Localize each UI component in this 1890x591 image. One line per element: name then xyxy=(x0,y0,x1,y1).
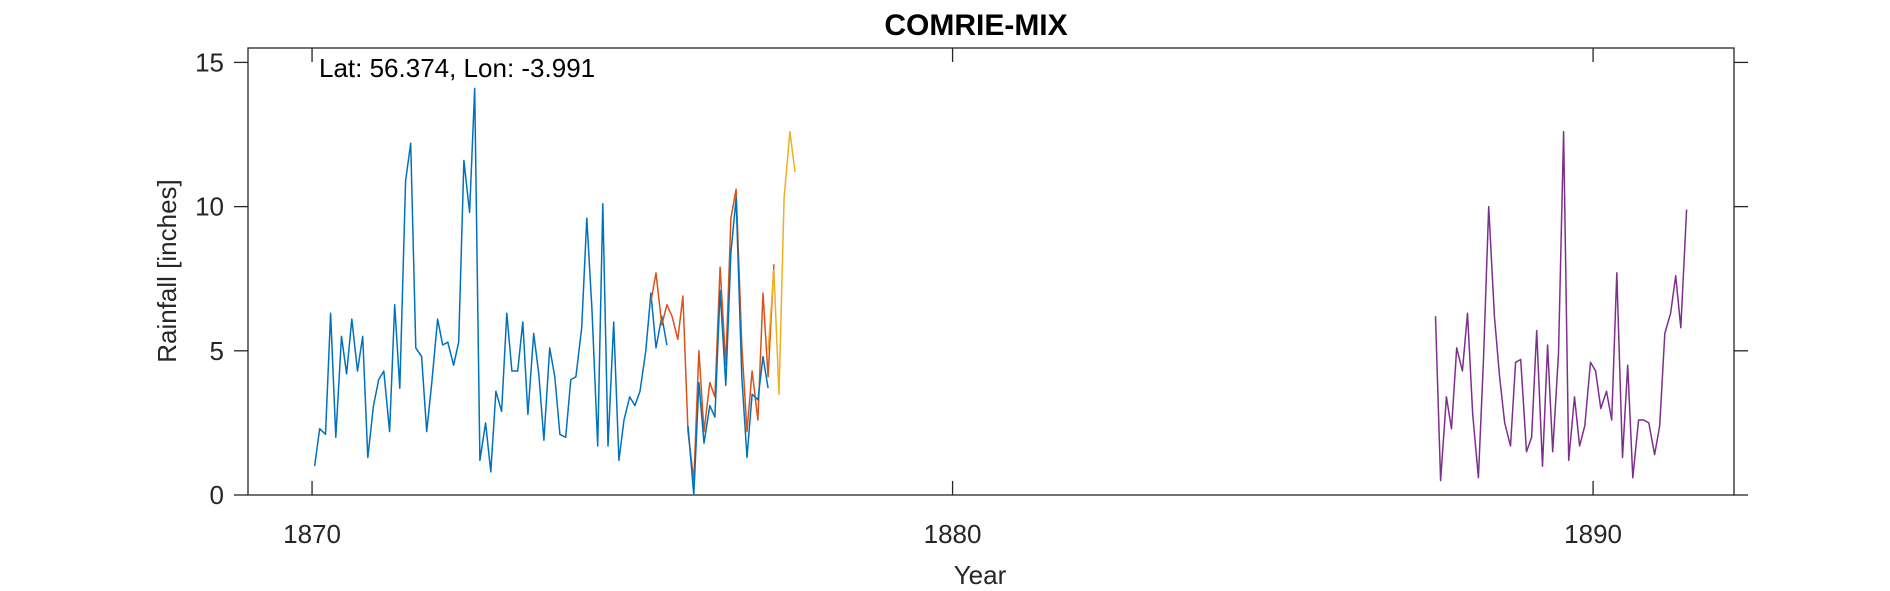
series-line-4 xyxy=(687,197,769,496)
x-axis-label: Year xyxy=(954,560,1007,590)
series-line-2 xyxy=(650,188,775,482)
series-line-3 xyxy=(767,130,796,395)
y-axis: 0 5 10 15 xyxy=(195,47,1748,510)
y-tick-label: 10 xyxy=(195,192,224,222)
x-tick-label: 1880 xyxy=(924,519,982,549)
series-group xyxy=(313,87,1688,496)
chart-title: COMRIE-MIX xyxy=(884,9,1067,42)
location-annotation: Lat: 56.374, Lon: -3.991 xyxy=(319,53,595,83)
plot-area: 1870 1880 1890 0 5 10 15 xyxy=(195,47,1748,549)
x-tick-label: 1870 xyxy=(283,519,341,549)
axes-box xyxy=(247,47,1735,496)
series-line-5 xyxy=(1434,130,1688,482)
y-tick-label: 5 xyxy=(210,336,224,366)
series-line-1 xyxy=(313,87,668,473)
y-tick-label: 15 xyxy=(195,47,224,77)
x-axis: 1870 1880 1890 xyxy=(283,48,1622,549)
x-tick-label: 1890 xyxy=(1564,519,1622,549)
y-axis-label: Rainfall [inches] xyxy=(152,179,182,363)
y-tick-label: 0 xyxy=(210,480,224,510)
